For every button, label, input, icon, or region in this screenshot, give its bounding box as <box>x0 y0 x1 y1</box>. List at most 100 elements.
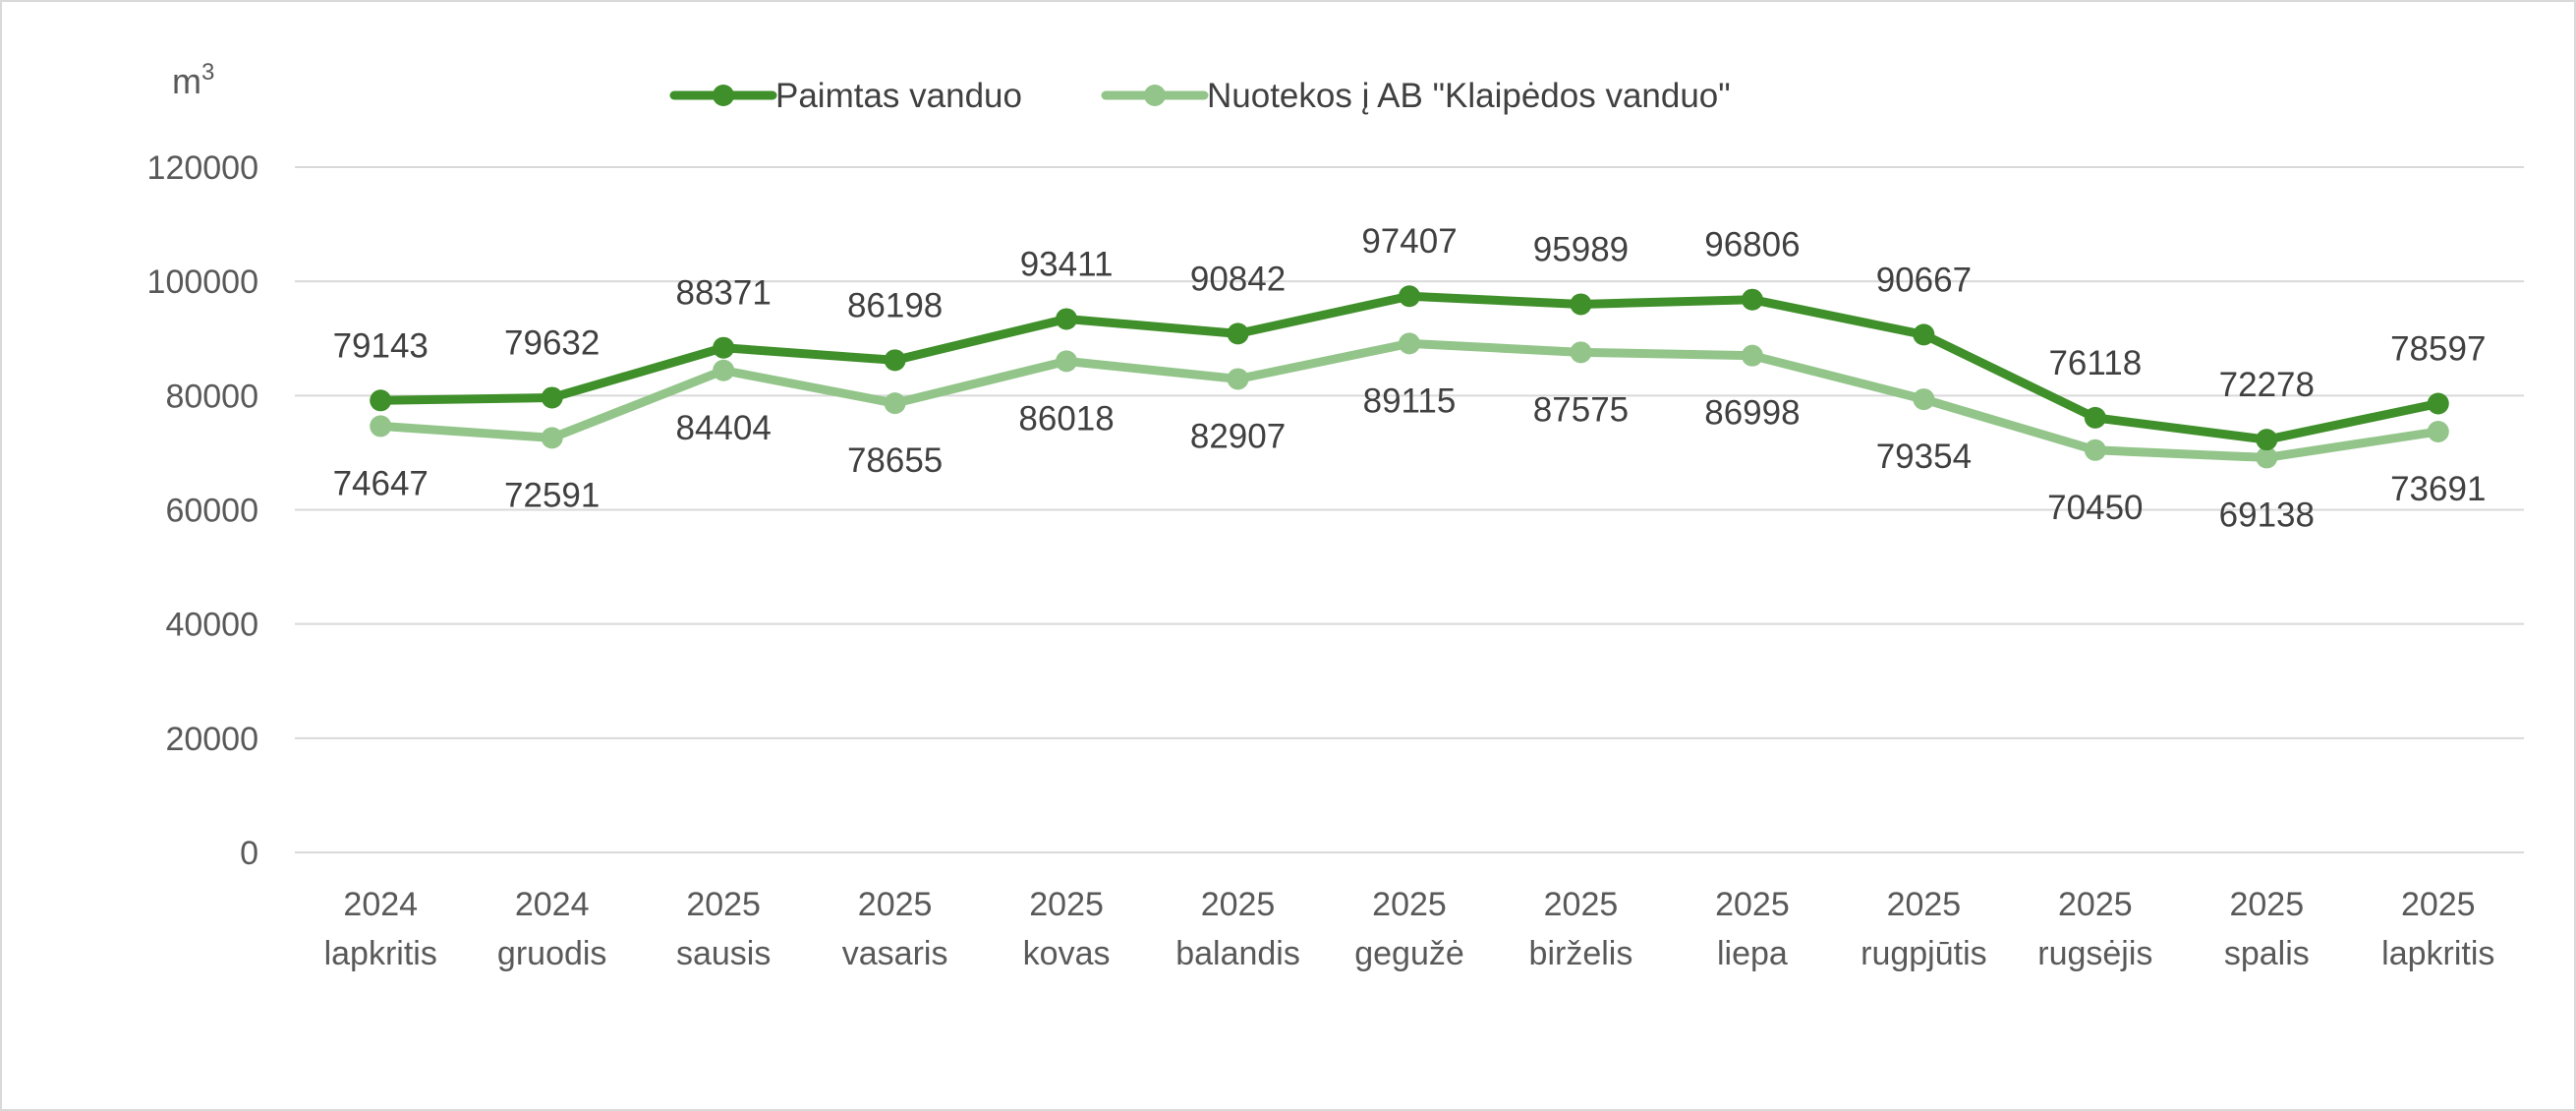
y-tick-label: 60000 <box>165 493 258 530</box>
category-year: 2025 <box>2401 886 2476 923</box>
data-label: 79354 <box>1876 438 1972 476</box>
data-label: 78597 <box>2390 329 2486 368</box>
x-category-label: 2025 liepa <box>1715 886 1790 972</box>
legend-swatch-marker <box>1144 85 1166 106</box>
y-tick-label: 80000 <box>165 378 258 415</box>
data-label: 76118 <box>2048 344 2142 382</box>
data-point <box>1913 388 1935 411</box>
x-category-label: 2025 sausis <box>676 886 771 972</box>
category-month: kovas <box>1023 935 1111 972</box>
x-category-label: 2025 birželis <box>1529 886 1633 972</box>
y-tick-label: 0 <box>240 835 258 872</box>
category-year: 2025 <box>858 886 933 923</box>
x-category-label: 2025 rugsėjis <box>2037 886 2152 972</box>
data-point <box>1741 288 1763 311</box>
category-year: 2025 <box>1372 886 1447 923</box>
data-point <box>2084 439 2106 461</box>
gridlines <box>295 166 2524 853</box>
data-point <box>541 386 563 409</box>
data-point <box>370 415 392 438</box>
category-month: gegužė <box>1354 935 1464 972</box>
data-point <box>370 389 392 412</box>
data-label: 96806 <box>1704 226 1800 264</box>
category-year: 2025 <box>1887 886 1962 923</box>
data-label: 86198 <box>847 286 943 324</box>
category-month: rugsėjis <box>2037 935 2152 972</box>
category-month: sausis <box>676 935 771 972</box>
data-label: 70450 <box>2047 489 2143 527</box>
data-labels: 79143 79632 88371 86198 93411 90842 97407 95989… <box>333 222 2487 534</box>
series-lines <box>370 285 2449 469</box>
data-label: 86998 <box>1704 394 1800 433</box>
data-label: 93411 <box>1020 245 1114 283</box>
data-point <box>884 392 906 415</box>
data-label: 69138 <box>2219 496 2315 534</box>
data-label: 72278 <box>2219 366 2315 404</box>
data-point <box>1056 350 1078 373</box>
category-month: lapkritis <box>2381 935 2494 972</box>
y-tick-label: 100000 <box>147 263 258 301</box>
category-month: lapkritis <box>324 935 437 972</box>
data-label: 79143 <box>333 326 429 365</box>
data-point <box>1056 308 1078 330</box>
x-category-label: 2025 kovas <box>1023 886 1111 972</box>
category-month: liepa <box>1717 935 1788 972</box>
category-year: 2025 <box>1544 886 1619 923</box>
data-label: 79632 <box>504 323 600 362</box>
data-point <box>2084 406 2106 429</box>
category-month: birželis <box>1529 935 1633 972</box>
data-label: 90667 <box>1876 261 1972 299</box>
x-category-label: 2025 vasaris <box>842 886 948 972</box>
x-category-label: 2025 spalis <box>2224 886 2310 972</box>
legend-swatch-marker <box>713 85 734 106</box>
data-label: 84404 <box>675 409 771 447</box>
data-label: 87575 <box>1533 390 1629 429</box>
category-month: vasaris <box>842 935 948 972</box>
x-category-label: 2024 lapkritis <box>324 886 437 972</box>
unit-base: m <box>172 61 201 101</box>
category-month: spalis <box>2224 935 2310 972</box>
category-year: 2025 <box>2058 886 2133 923</box>
category-month: rugpjūtis <box>1860 935 1987 972</box>
x-category-label: 2025 lapkritis <box>2381 886 2494 972</box>
x-category-label: 2025 rugpjūtis <box>1860 886 1987 972</box>
y-tick-label: 40000 <box>165 607 258 644</box>
data-point <box>2256 446 2278 469</box>
data-label: 89115 <box>1363 381 1457 420</box>
data-point <box>1570 293 1592 316</box>
x-category-label: 2025 gegužė <box>1354 886 1464 972</box>
data-point <box>1570 341 1592 364</box>
category-year: 2025 <box>1715 886 1790 923</box>
data-point <box>541 427 563 449</box>
legend: Paimtas vanduo Nuotekos į AB "Klaipėdos v… <box>669 77 1731 115</box>
y-tick-label: 20000 <box>165 721 258 758</box>
data-label: 74647 <box>333 464 429 502</box>
category-year: 2025 <box>1201 886 1276 923</box>
data-label: 95989 <box>1533 230 1629 268</box>
data-point <box>1227 322 1249 345</box>
data-label: 82907 <box>1190 417 1286 455</box>
data-label: 88371 <box>675 274 771 313</box>
x-category-label: 2025 balandis <box>1175 886 1300 972</box>
data-point <box>1399 285 1420 308</box>
data-label: 97407 <box>1361 222 1457 261</box>
category-year: 2025 <box>1029 886 1104 923</box>
x-category-label: 2024 gruodis <box>497 886 607 972</box>
category-year: 2024 <box>343 886 418 923</box>
legend-entry-label: Paimtas vanduo <box>775 77 1022 115</box>
y-tick-label: 120000 <box>147 149 258 187</box>
data-point <box>2427 392 2449 415</box>
data-point <box>884 349 906 372</box>
data-point <box>2427 420 2449 442</box>
data-point <box>1399 332 1420 355</box>
category-year: 2025 <box>686 886 761 923</box>
x-axis-categories: 2024 lapkritis 2024 gruodis 2025 sausis 2025 va… <box>324 886 2495 972</box>
y-axis-ticks: 0 20000 40000 60000 80000 100000 120000 <box>147 149 258 872</box>
unit-superscript: 3 <box>201 59 214 86</box>
y-axis-unit: m3 <box>172 59 214 101</box>
category-month: balandis <box>1175 935 1300 972</box>
data-point <box>2256 429 2278 451</box>
data-point <box>1913 323 1935 346</box>
